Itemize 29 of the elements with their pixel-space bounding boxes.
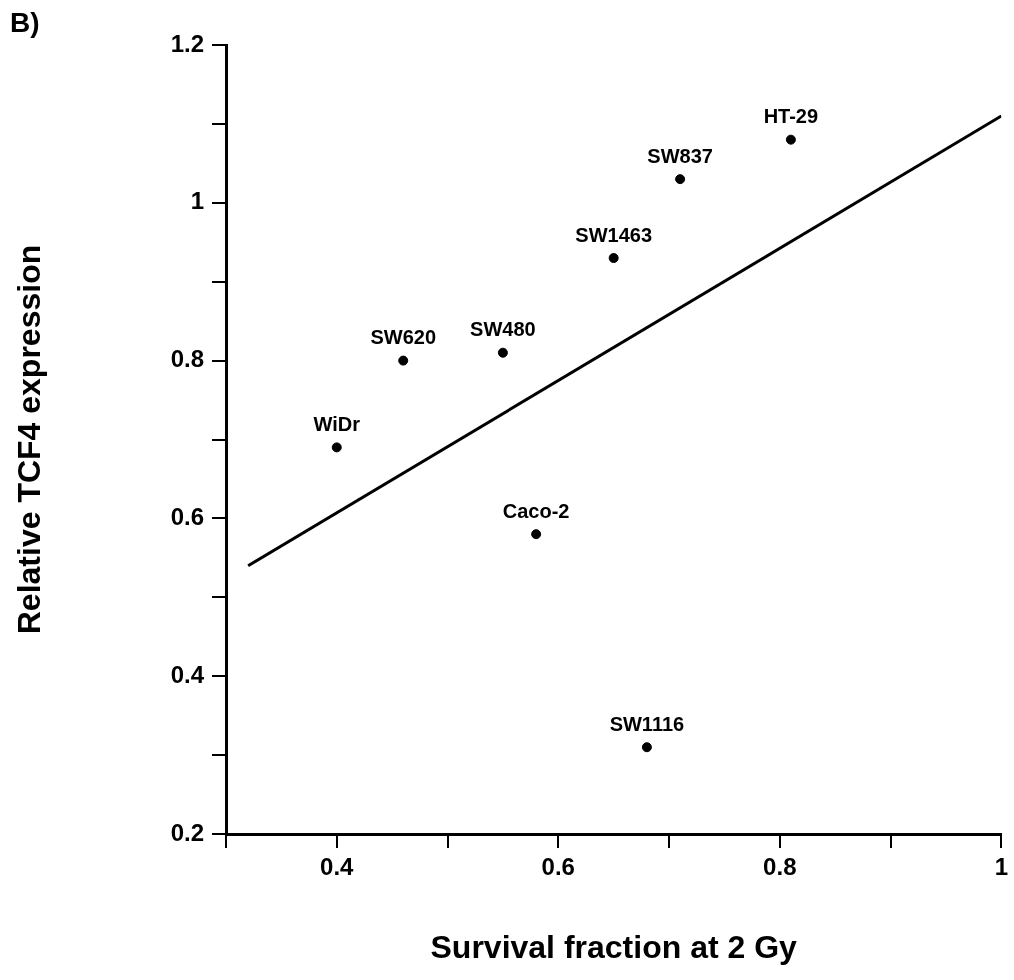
- annotation: SW1463: [575, 223, 653, 246]
- point: [531, 529, 542, 540]
- annotation: HT-29: [763, 105, 819, 128]
- x-tick-label: 0.6: [541, 853, 575, 881]
- x-tick-label: 0.8: [763, 853, 797, 881]
- chart-title: B): [10, 6, 40, 38]
- annotation: SW480: [470, 318, 536, 341]
- x-tick-label: 1: [994, 853, 1009, 881]
- annotation: SW837: [647, 144, 713, 167]
- point: [497, 347, 508, 358]
- annotation: Caco-2: [502, 499, 570, 522]
- annotation: WiDr: [313, 412, 361, 435]
- point: [331, 442, 342, 453]
- point: [398, 355, 409, 366]
- y-axis-title: Relative TCF4 expression: [11, 244, 48, 635]
- y-tick-label: 1.2: [170, 29, 204, 57]
- y-tick-label: 0.6: [170, 503, 204, 531]
- point: [608, 253, 619, 264]
- y-tick-label: 1: [190, 187, 204, 215]
- y-tick-label: 0.8: [170, 345, 204, 373]
- annotation: SW1116: [609, 712, 685, 735]
- annotation: SW620: [370, 326, 437, 349]
- point: [785, 134, 796, 145]
- x-axis-title: Survival fraction at 2 Gy: [430, 928, 798, 965]
- point: [675, 174, 686, 185]
- point: [641, 742, 652, 753]
- y-tick-label: 0.4: [170, 660, 205, 688]
- x-tick-label: 0.4: [320, 853, 355, 881]
- y-tick-label: 0.2: [170, 818, 204, 846]
